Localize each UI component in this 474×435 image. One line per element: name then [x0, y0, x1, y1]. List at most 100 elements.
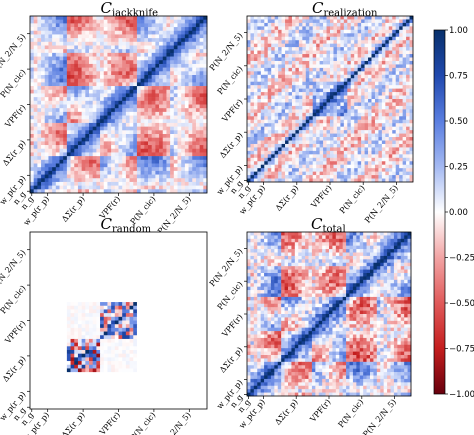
heatmap-cell — [247, 161, 251, 166]
heatmap-cell — [52, 156, 57, 161]
heatmap-cell — [155, 49, 160, 54]
heatmap-cell — [378, 88, 383, 93]
heatmap-cell — [281, 78, 286, 83]
heatmap-cell — [92, 82, 97, 87]
heatmap-cell — [288, 143, 293, 148]
heatmap-cell — [326, 43, 331, 48]
heatmap-cell — [368, 171, 372, 176]
heatmap-cell — [111, 170, 116, 175]
heatmap-cell — [89, 145, 93, 150]
heatmap-cell — [151, 156, 156, 161]
heatmap-cell — [30, 16, 34, 20]
heatmap-cell — [89, 174, 93, 179]
heatmap-cell — [70, 163, 75, 168]
heatmap-cell — [188, 111, 193, 116]
heatmap-cell — [136, 152, 141, 157]
heatmap-cell — [30, 111, 34, 116]
heatmap-cell — [336, 85, 341, 89]
heatmap-cell — [257, 60, 262, 65]
heatmap-cell — [374, 143, 379, 148]
heatmap-cell — [166, 27, 171, 32]
heatmap-cell — [333, 57, 338, 62]
heatmap-cell — [107, 246, 112, 251]
heatmap-cell — [291, 168, 296, 172]
heatmap-cell — [316, 43, 320, 48]
heatmap-cell — [298, 109, 303, 114]
heatmap-cell — [81, 159, 86, 164]
heatmap-cell — [188, 137, 193, 142]
heatmap-cell — [285, 57, 289, 62]
heatmap-cell — [89, 232, 93, 236]
heatmap-cell — [74, 178, 79, 183]
heatmap-cell — [30, 163, 34, 168]
heatmap-cell — [151, 126, 156, 131]
heatmap-cell — [89, 104, 93, 109]
heatmap-cell — [48, 34, 53, 39]
heatmap-cell — [350, 78, 355, 83]
heatmap-cell — [247, 85, 251, 89]
heatmap-cell — [37, 122, 42, 127]
heatmap-cell — [354, 71, 358, 76]
heatmap-cell — [267, 29, 272, 34]
heatmap-cell — [151, 152, 156, 157]
heatmap-cell — [354, 19, 358, 24]
heatmap-cell — [81, 97, 86, 102]
heatmap-cell — [291, 88, 296, 93]
heatmap-cell — [347, 92, 352, 96]
heatmap-cell — [385, 137, 390, 141]
heatmap-cell — [111, 185, 116, 190]
heatmap-cell — [257, 133, 262, 138]
heatmap-cell — [111, 100, 116, 105]
heatmap-cell — [378, 126, 383, 131]
heatmap-cell — [247, 78, 251, 83]
heatmap-cell — [100, 27, 105, 32]
heatmap-cell — [402, 92, 407, 96]
heatmap-cell — [30, 86, 34, 91]
heatmap-cell — [357, 57, 362, 62]
heatmap-cell — [399, 19, 403, 24]
heatmap-cell — [354, 54, 358, 58]
heatmap-cell — [374, 33, 379, 38]
heatmap-cell — [59, 115, 64, 120]
heatmap-cell — [151, 38, 156, 43]
heatmap-cell — [253, 175, 258, 179]
heatmap-cell — [55, 119, 60, 124]
heatmap-cell — [81, 56, 86, 61]
heatmap-cell — [173, 141, 178, 146]
heatmap-cell — [63, 52, 68, 57]
heatmap-cell — [30, 137, 34, 142]
heatmap-cell — [89, 130, 93, 135]
heatmap-cell — [59, 145, 64, 150]
heatmap-cell — [406, 33, 410, 38]
heatmap-cell — [92, 27, 97, 32]
heatmap-cell — [144, 185, 149, 190]
heatmap-cell — [409, 47, 414, 51]
heatmap-cell — [381, 123, 386, 127]
heatmap-cell — [155, 152, 160, 157]
heatmap-cell — [181, 185, 186, 190]
heatmap-cell — [77, 86, 82, 91]
heatmap-cell — [274, 130, 279, 134]
heatmap-cell — [100, 250, 105, 255]
heatmap-cell — [81, 232, 86, 236]
heatmap-cell — [63, 108, 68, 113]
heatmap-cell — [148, 60, 152, 65]
heatmap-cell — [184, 52, 189, 57]
heatmap-cell — [333, 147, 338, 152]
heatmap-cell — [151, 119, 156, 124]
heatmap-cell — [122, 185, 127, 190]
heatmap-cell — [140, 111, 145, 116]
heatmap-cell — [406, 19, 410, 24]
heatmap-cell — [203, 38, 208, 43]
heatmap-cell — [350, 133, 355, 138]
heatmap-cell — [203, 108, 208, 113]
heatmap-cell — [129, 63, 134, 68]
heatmap-cell — [399, 22, 403, 27]
heatmap-cell — [257, 33, 262, 38]
heatmap-cell — [114, 189, 119, 194]
heatmap-cell — [170, 41, 175, 46]
heatmap-cell — [103, 38, 108, 43]
heatmap-cell — [100, 148, 105, 153]
heatmap-cell — [378, 74, 383, 79]
heatmap-cell — [59, 56, 64, 61]
